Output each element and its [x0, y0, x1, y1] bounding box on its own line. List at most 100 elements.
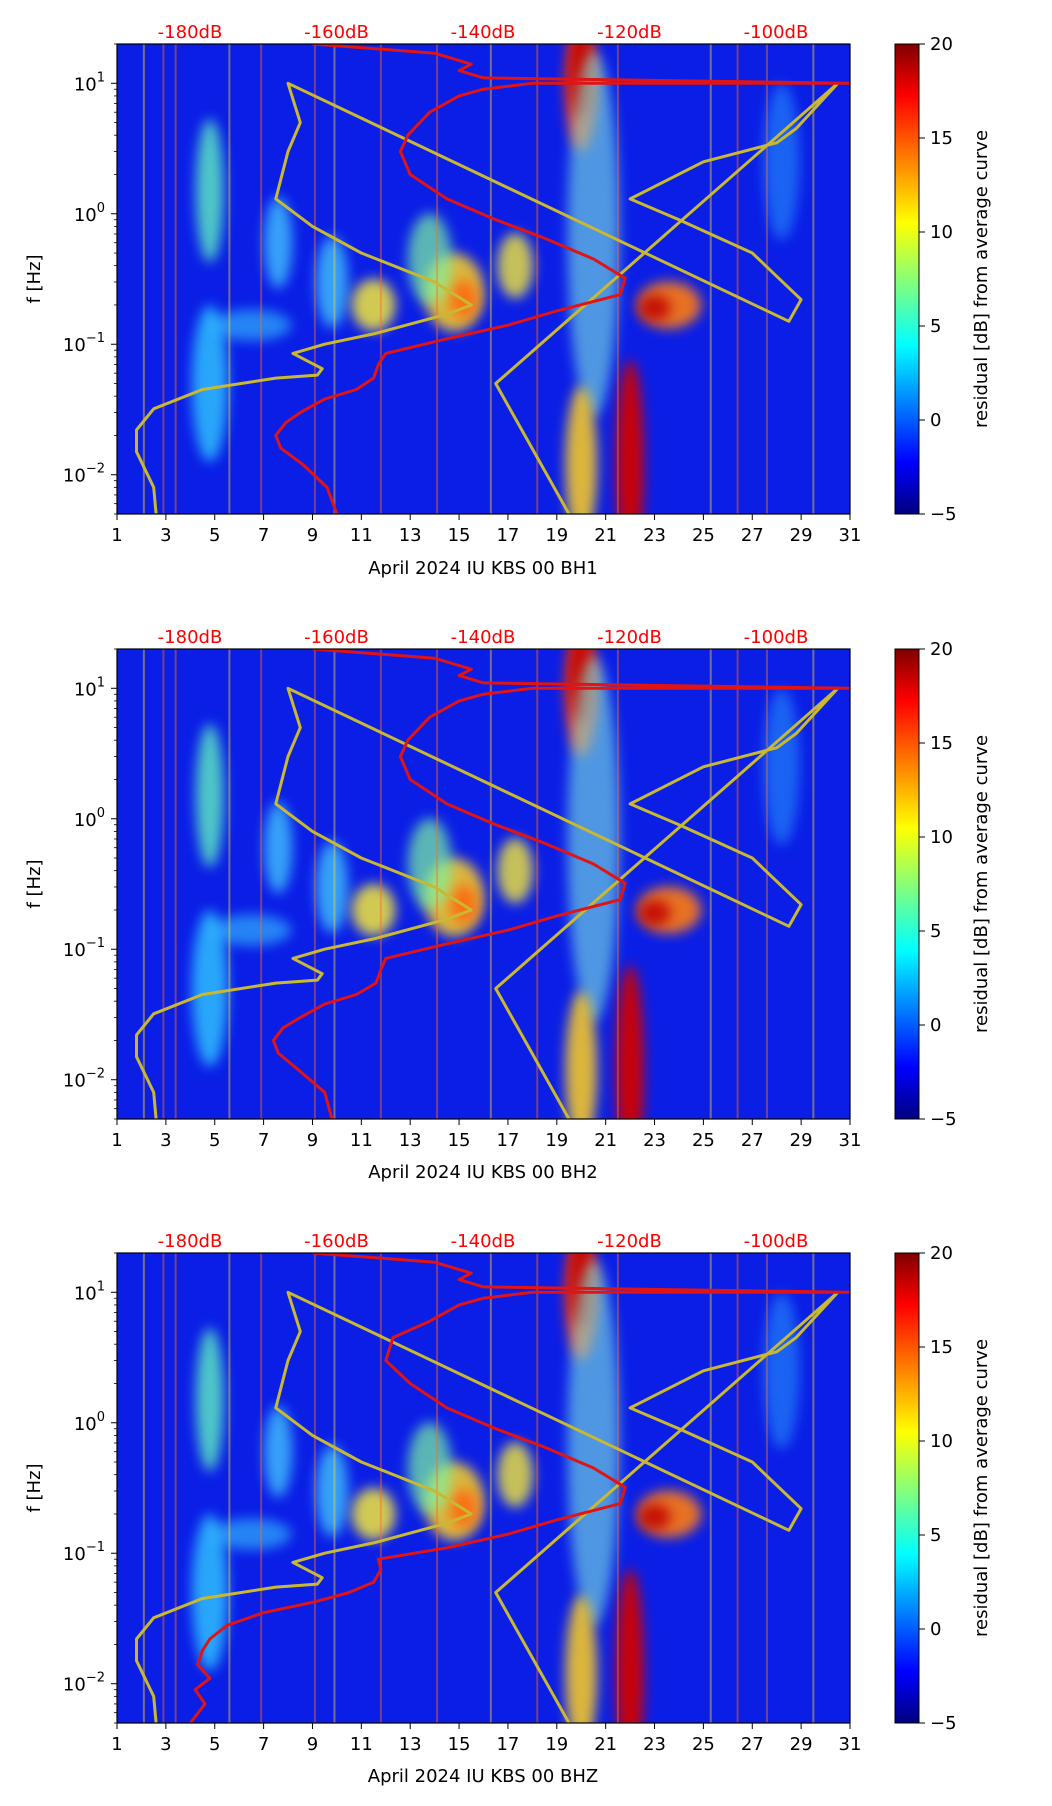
heatmap-streak [736, 649, 739, 1119]
heatmap-streak [709, 1253, 712, 1723]
x-tick-label: 21 [594, 525, 617, 546]
heatmap-background [117, 44, 850, 514]
y-tick-label: 10−1 [63, 936, 105, 961]
db-scale-label: -180dB [158, 22, 223, 43]
colorbar-tick-label: −5 [930, 504, 957, 525]
heatmap-blob [316, 1445, 349, 1537]
heatmap-blob [567, 656, 620, 1022]
heatmap-background [117, 1253, 850, 1723]
yellow-curve-3 [135, 1290, 840, 1723]
y-tick-label: 100 [74, 201, 105, 226]
x-tick-label: 29 [790, 1734, 813, 1755]
heatmap-streak [436, 1253, 439, 1723]
x-axis-label-2: April 2024 IU KBS 00 BH2 [368, 1162, 598, 1183]
y-tick-label: 101 [74, 1279, 105, 1304]
heatmap-blob [195, 119, 224, 263]
heatmap-streak [436, 44, 439, 514]
y-tick-label: 101 [74, 675, 105, 700]
heatmap-blob [211, 1518, 292, 1550]
y-ticks-3: 101 100 10−1 10−2 [63, 1252, 117, 1724]
colorbar-tick-label: 10 [930, 1431, 953, 1452]
heatmap-blob [567, 1260, 620, 1626]
colorbar-tick-label: 15 [930, 128, 953, 149]
heatmap-streak [616, 1253, 619, 1723]
x-tick-label: 27 [741, 1734, 764, 1755]
y-ticks-1: 101 100 10−1 10−2 [63, 43, 117, 515]
x-tick-label: 9 [307, 1130, 318, 1151]
x-ticks-1: 1 3 5 7 9 11 13 15 17 19 21 23 25 27 29 31 [111, 514, 861, 546]
heatmap-streak [765, 649, 768, 1119]
x-tick-label: 13 [399, 1734, 422, 1755]
heatmap-blob [497, 1442, 534, 1508]
x-tick-label: 7 [258, 1734, 269, 1755]
heatmap-blob [763, 1292, 800, 1450]
heatmap-blob [351, 883, 396, 937]
x-tick-label: 13 [399, 525, 422, 546]
heatmap-blob [565, 1595, 598, 1723]
heatmap-streak [812, 649, 815, 1119]
y-tick-label: 10−1 [63, 331, 105, 356]
colorbar-tick-label: 0 [930, 410, 941, 431]
heatmap-blob [351, 1487, 396, 1541]
red-average-curve [271, 649, 850, 1119]
x-tick-label: 25 [692, 1734, 715, 1755]
heatmap-streak [228, 649, 231, 1119]
red-curve-2 [271, 649, 850, 1119]
yellow-reference-curve [135, 81, 840, 514]
heatmap-blob [407, 213, 452, 305]
heatmap-3 [117, 1253, 850, 1723]
heatmap-streak [616, 44, 619, 514]
heatmap-blob [565, 991, 598, 1119]
red-average-curve [189, 1253, 850, 1723]
heatmap-blob [616, 360, 645, 514]
colorbar-1: 20 15 10 5 0 −5 residual [dB] from average cu… [894, 34, 992, 525]
db-scale-label: -180dB [158, 1231, 223, 1252]
heatmap-streak [536, 1253, 539, 1723]
heatmap-streak [162, 649, 165, 1119]
y-axis-label-3: f [Hz] [24, 1463, 45, 1512]
heatmap-streak [260, 44, 263, 514]
colorbar-scale-3 [894, 1252, 920, 1724]
red-average-curve [274, 44, 850, 514]
heatmap-blob [211, 914, 292, 946]
heatmap-blob [407, 818, 452, 910]
heatmap-streak [313, 1253, 316, 1723]
heatmap-blob [264, 802, 293, 894]
heatmap-blob [264, 1406, 293, 1498]
y-axis-label-2: f [Hz] [24, 859, 45, 908]
heatmap-1 [117, 44, 850, 514]
yellow-curve-1 [135, 81, 840, 514]
colorbar-label-3: residual [dB] from average curve [971, 1339, 992, 1637]
x-axis-label-1: April 2024 IU KBS 00 BH1 [368, 558, 598, 579]
y-tick-label: 100 [74, 1410, 105, 1435]
x-tick-label: 29 [790, 525, 813, 546]
x-tick-label: 23 [643, 1734, 666, 1755]
heatmap-blob [316, 236, 349, 328]
heatmap-streak [174, 649, 177, 1119]
colorbar-tick-label: 5 [930, 1525, 941, 1546]
db-scale-label: -100dB [744, 1231, 809, 1252]
colorbar-tick-label: 15 [930, 733, 953, 754]
db-scale-label: -160dB [304, 22, 369, 43]
heatmap-streak [379, 44, 382, 514]
db-labels-1: -180dB -160dB -140dB -120dB -100dB [158, 22, 809, 43]
x-tick-label: 5 [209, 1734, 220, 1755]
x-tick-label: 21 [594, 1734, 617, 1755]
yellow-curve-2 [135, 686, 840, 1119]
heatmap-streak [313, 44, 316, 514]
y-tick-label: 10−2 [63, 462, 105, 487]
heatmap-streak [174, 44, 177, 514]
heatmap-streak [765, 1253, 768, 1723]
y-tick-label: 10−2 [63, 1671, 105, 1696]
heatmap-blob [638, 294, 671, 321]
x-ticks-3: 1 3 5 7 9 11 13 15 17 19 21 23 25 27 29 31 [111, 1723, 861, 1755]
heatmap-streak [333, 44, 336, 514]
heatmap-blob [264, 197, 293, 289]
heatmap-blob [616, 965, 645, 1119]
heatmap-blob [191, 305, 228, 462]
heatmap-streak [736, 1253, 739, 1723]
db-scale-label: -140dB [451, 627, 516, 648]
x-tick-label: 23 [643, 1130, 666, 1151]
heatmap-blob [195, 724, 224, 868]
heatmap-streak [313, 649, 316, 1119]
